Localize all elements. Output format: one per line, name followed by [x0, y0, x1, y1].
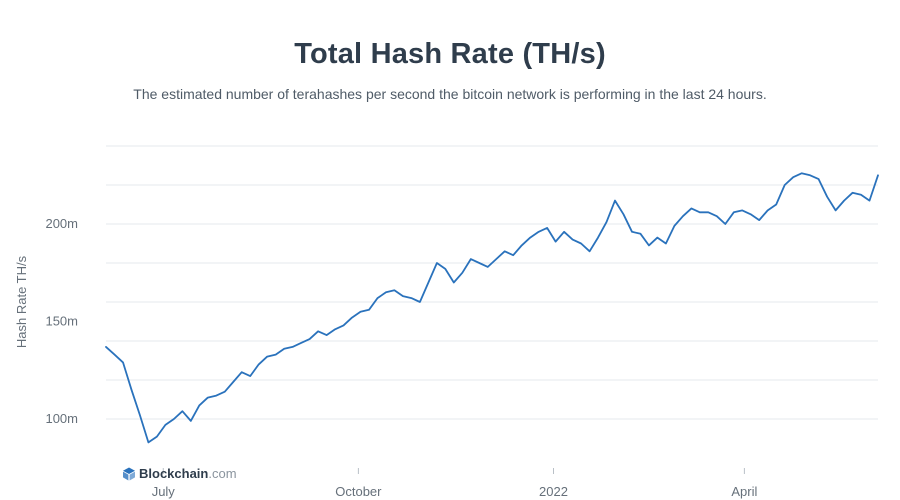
brand-logo[interactable]: Blockchain .com	[122, 466, 237, 481]
x-axis-ticks: July October 2022 April	[152, 468, 757, 499]
chart-title: Total Hash Rate (TH/s)	[294, 38, 606, 70]
y-axis-ticks: 100m 150m 200m	[45, 216, 78, 426]
chart-subtitle: The estimated number of terahashes per s…	[133, 86, 767, 102]
y-tick-label: 150m	[45, 314, 78, 329]
blockchain-logo-icon	[123, 467, 135, 480]
brand-suffix: .com	[208, 466, 237, 481]
x-tick-label: April	[731, 484, 757, 499]
grid-lines	[106, 145, 878, 420]
y-axis-label: Hash Rate TH/s	[14, 255, 29, 348]
x-tick-label: July	[152, 484, 176, 499]
brand-name: Blockchain	[139, 466, 209, 481]
series-line	[105, 172, 879, 444]
series-layer	[105, 172, 879, 444]
x-tick-label: 2022	[539, 484, 568, 499]
x-tick-label: October	[335, 484, 382, 499]
y-tick-label: 100m	[45, 411, 78, 426]
y-tick-label: 200m	[45, 216, 78, 231]
